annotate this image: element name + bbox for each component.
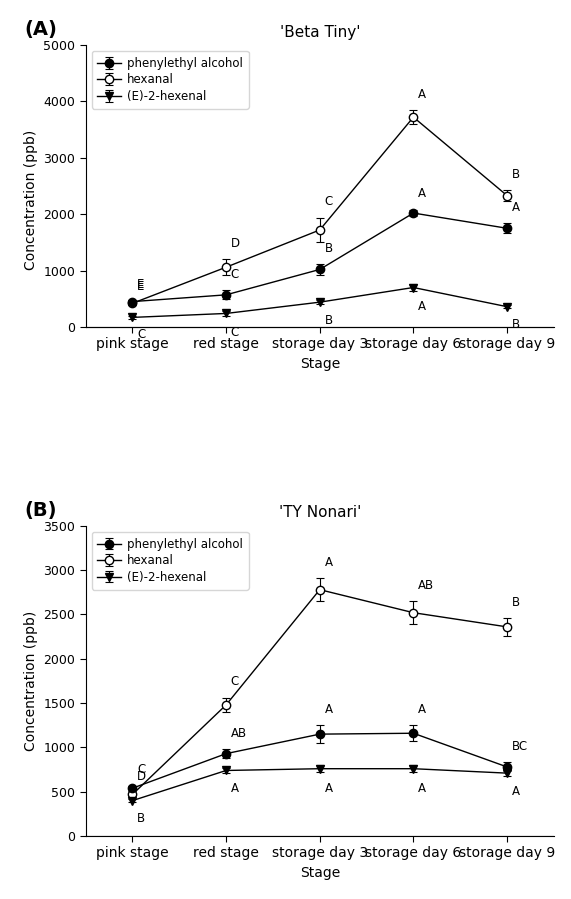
Text: B: B <box>324 242 332 255</box>
Text: D: D <box>231 237 240 250</box>
Text: B: B <box>324 314 332 326</box>
Y-axis label: Concentration (ppb): Concentration (ppb) <box>23 130 38 271</box>
Text: D: D <box>137 770 146 783</box>
Text: E: E <box>137 280 144 292</box>
X-axis label: Stage: Stage <box>300 866 340 880</box>
Text: C: C <box>137 328 146 341</box>
X-axis label: Stage: Stage <box>300 357 340 371</box>
Text: AB: AB <box>231 727 247 740</box>
Text: A: A <box>418 187 426 200</box>
Y-axis label: Concentration (ppb): Concentration (ppb) <box>24 610 38 751</box>
Text: AB: AB <box>418 579 434 592</box>
Text: A: A <box>324 781 332 795</box>
Title: 'TY Nonari': 'TY Nonari' <box>279 505 361 521</box>
Text: A: A <box>324 703 332 716</box>
Text: A: A <box>418 781 426 795</box>
Text: A: A <box>418 88 426 101</box>
Text: (A): (A) <box>25 20 58 40</box>
Legend: phenylethyl alcohol, hexanal, (E)-2-hexenal: phenylethyl alcohol, hexanal, (E)-2-hexe… <box>91 51 249 109</box>
Text: B: B <box>512 317 520 331</box>
Text: B: B <box>512 596 520 609</box>
Text: B: B <box>512 167 520 181</box>
Text: C: C <box>324 195 333 209</box>
Text: A: A <box>231 782 239 796</box>
Text: B: B <box>137 812 145 824</box>
Text: A: A <box>418 703 426 716</box>
Text: A: A <box>512 200 520 214</box>
Title: 'Beta Tiny': 'Beta Tiny' <box>280 24 360 40</box>
Text: A: A <box>512 785 520 798</box>
Text: A: A <box>418 300 426 313</box>
Text: C: C <box>231 325 239 339</box>
Text: (B): (B) <box>25 501 57 520</box>
Text: C: C <box>231 675 239 689</box>
Legend: phenylethyl alcohol, hexanal, (E)-2-hexenal: phenylethyl alcohol, hexanal, (E)-2-hexe… <box>91 531 249 590</box>
Text: BC: BC <box>512 740 528 753</box>
Text: C: C <box>137 763 146 776</box>
Text: C: C <box>231 268 239 281</box>
Text: A: A <box>324 556 332 569</box>
Text: E: E <box>137 278 144 290</box>
